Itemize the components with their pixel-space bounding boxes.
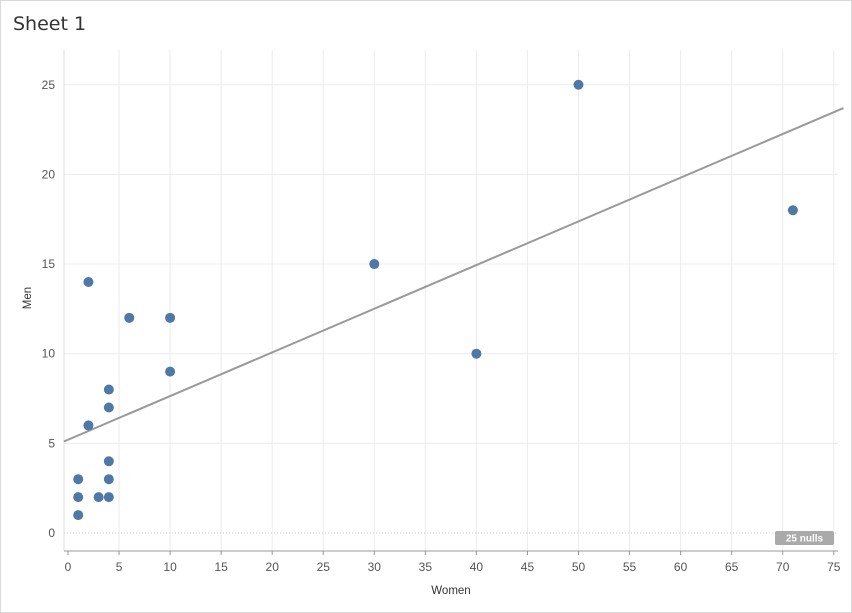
- y-tick-label: 15: [42, 257, 56, 271]
- data-point: [73, 510, 84, 521]
- data-point: [93, 492, 104, 503]
- trend-line: [63, 107, 844, 443]
- sheet-title: Sheet 1: [13, 13, 87, 35]
- x-tick-label: 50: [572, 560, 586, 574]
- x-tick-label: 25: [317, 560, 331, 574]
- nulls-badge-label: 25 nulls: [786, 534, 824, 545]
- data-point: [103, 402, 114, 413]
- trend-layer: [63, 107, 844, 443]
- y-tick-label: 25: [42, 78, 56, 92]
- data-point: [124, 312, 135, 323]
- data-point: [103, 456, 114, 467]
- x-tick-label: 20: [266, 560, 280, 574]
- x-tick-label: 45: [521, 560, 535, 574]
- data-point: [369, 259, 380, 270]
- x-tick-label: 10: [163, 560, 177, 574]
- data-point: [103, 492, 114, 503]
- data-point: [787, 205, 798, 216]
- data-point: [83, 420, 94, 431]
- x-tick-label: 0: [65, 560, 72, 574]
- nulls-badge-bg: [775, 531, 834, 545]
- x-tick-label: 55: [623, 560, 637, 574]
- x-tick-label: 30: [368, 560, 382, 574]
- x-tick-label: 65: [725, 560, 739, 574]
- data-point: [471, 348, 482, 359]
- x-tick-label: 60: [674, 560, 688, 574]
- x-tick-label: 15: [214, 560, 228, 574]
- data-point: [103, 474, 114, 485]
- nulls-indicator[interactable]: 25 nulls: [775, 531, 834, 545]
- x-axis-title: Women: [431, 585, 470, 597]
- y-tick-label: 20: [42, 167, 56, 181]
- axis-layer: 0 5 10 15 20 25 30 35 40 45 50 55 60 65 70 75 0 5 10 15 20 25: [42, 50, 841, 574]
- data-point: [573, 79, 584, 90]
- data-point: [165, 366, 176, 377]
- x-tick-label: 70: [776, 560, 790, 574]
- y-tick-label: 10: [42, 347, 56, 361]
- point-layer: [73, 79, 798, 521]
- x-tick-label: 5: [116, 560, 123, 574]
- y-tick-label: 5: [48, 436, 55, 450]
- y-axis-title: Men: [22, 287, 34, 309]
- x-tick-label: 40: [470, 560, 484, 574]
- x-tick-label: 75: [827, 560, 841, 574]
- data-point: [83, 276, 94, 287]
- data-point: [73, 474, 84, 485]
- data-point: [165, 312, 176, 323]
- x-tick-label: 35: [419, 560, 433, 574]
- data-point: [103, 384, 114, 395]
- grid-layer: [64, 50, 838, 551]
- y-tick-label: 0: [48, 526, 55, 540]
- data-point: [73, 492, 84, 503]
